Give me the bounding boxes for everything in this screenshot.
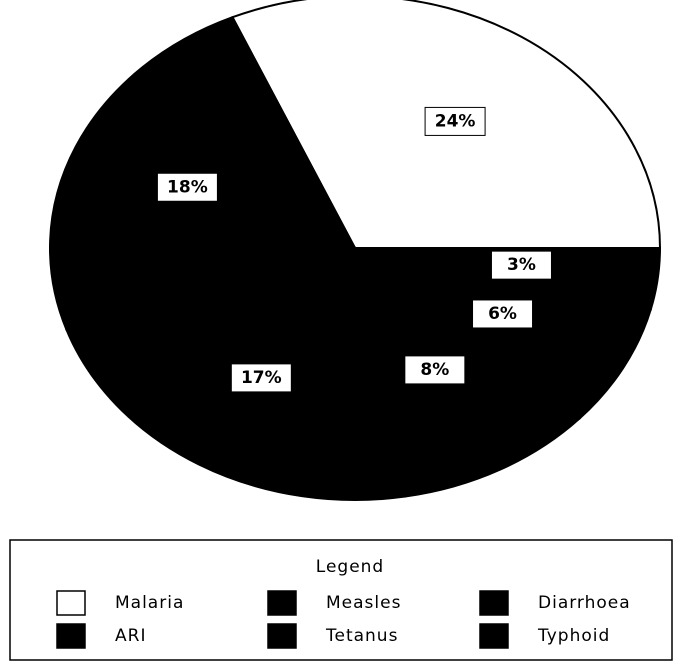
label-box <box>490 250 552 280</box>
data-label: 24% <box>435 111 476 131</box>
data-label: 8% <box>420 360 449 380</box>
pie-slice <box>354 247 652 420</box>
legend-swatch <box>479 623 509 649</box>
legend-swatch <box>56 590 86 616</box>
legend-swatch <box>267 590 297 616</box>
legend-swatch <box>56 623 86 649</box>
legend-box <box>9 539 673 661</box>
label-box <box>472 299 534 329</box>
legend-label: Measles <box>326 593 401 613</box>
data-label: 3% <box>507 255 536 275</box>
legend-label: Malaria <box>115 593 184 613</box>
legend-label: Tetanus <box>325 626 398 646</box>
label-box <box>404 355 466 385</box>
data-label: 18% <box>167 177 208 197</box>
legend-label: Diarrhoea <box>538 593 631 613</box>
legend-label: Typhoid <box>537 626 610 646</box>
label-box <box>156 172 218 202</box>
data-label: 17% <box>241 368 282 388</box>
label-box <box>230 363 292 393</box>
legend-label: ARI <box>115 626 146 646</box>
pie-slice <box>353 245 581 498</box>
legend-title: Legend <box>316 557 384 577</box>
legend-swatch <box>267 623 297 649</box>
label-box <box>424 106 486 136</box>
data-label: 6% <box>488 304 517 324</box>
legend-swatch <box>479 590 509 616</box>
